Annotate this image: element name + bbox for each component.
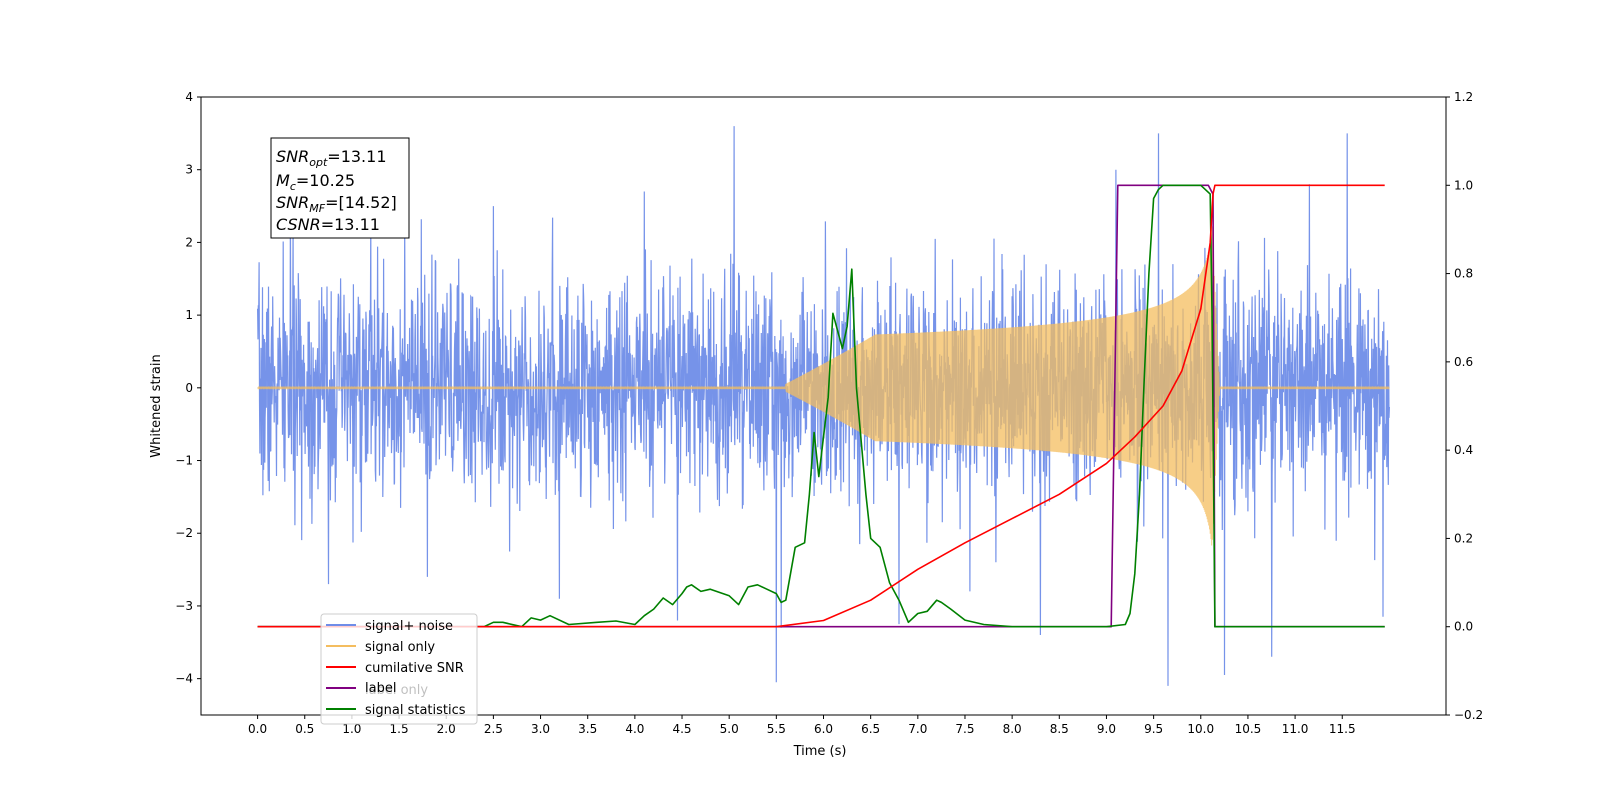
- y-tick-label: −3: [175, 599, 193, 613]
- x-tick-label: 0.0: [248, 722, 267, 736]
- y-tick-label: 3: [185, 163, 193, 177]
- legend: signal+ noise signal only cumilative SNR…: [320, 613, 478, 725]
- y2-tick-label: −0.2: [1454, 708, 1483, 722]
- y2-tick-label: 0.6: [1454, 355, 1473, 369]
- x-tick-label: 10.5: [1235, 722, 1262, 736]
- plot-series-layer: [257, 126, 1390, 686]
- annotation-box-frame: [270, 137, 410, 239]
- x-axis: 0.0 0.5 1.0 1.5 2.0 2.5 3.0 3.5 4.0 4.5 5.0 5.5 6.0 6…: [248, 715, 1356, 736]
- y-axis-label: Whitened strain: [149, 354, 164, 457]
- y2-tick-label: 0.2: [1454, 531, 1473, 545]
- y-tick-label: 2: [185, 235, 193, 249]
- legend-label-label: label: [365, 681, 396, 696]
- x-tick-label: 1.0: [342, 722, 361, 736]
- x-tick-label: 4.0: [625, 722, 644, 736]
- x-tick-label: 5.0: [720, 722, 739, 736]
- y-tick-label: −1: [175, 454, 193, 468]
- y2-tick-label: 1.2: [1454, 90, 1473, 104]
- annotation-snr-mf: SNRMF=[14.52]: [276, 193, 397, 215]
- y2-tick-label: 1.0: [1454, 178, 1473, 192]
- legend-label-signal-statistics: signal statistics: [365, 703, 466, 718]
- x-tick-label: 8.0: [1003, 722, 1022, 736]
- y-tick-label: 0: [185, 381, 193, 395]
- series-cumulative-snr: [257, 184, 1385, 628]
- annotation-snr-opt: SNRopt=13.11: [276, 147, 387, 169]
- legend-label-cumulative-snr: cumilative SNR: [365, 661, 464, 676]
- y-axis-right: 1.2 1.0 0.8 0.6 0.4 0.2 0.0 −0.2: [1446, 90, 1483, 722]
- x-tick-label: 8.5: [1050, 722, 1069, 736]
- y-tick-label: 4: [185, 90, 193, 104]
- x-tick-label: 0.5: [295, 722, 314, 736]
- legend-label-signal-only: signal only: [365, 640, 435, 655]
- legend-label-label-only: label only: [365, 683, 428, 698]
- x-tick-label: 4.5: [672, 722, 691, 736]
- x-tick-label: 6.5: [861, 722, 880, 736]
- y2-tick-label: 0.0: [1454, 620, 1473, 634]
- x-tick-label: 2.5: [484, 722, 503, 736]
- legend-frame: [320, 613, 478, 725]
- series-signal-statistics: [257, 184, 1385, 628]
- x-tick-label: 10.0: [1187, 722, 1214, 736]
- x-tick-label: 1.5: [390, 722, 409, 736]
- annotation-box: SNRopt=13.11 Mc=10.25 SNRMF=[14.52] CSNR…: [270, 137, 410, 239]
- y-tick-label: 1: [185, 308, 193, 322]
- y2-tick-label: 0.4: [1454, 443, 1473, 457]
- series-signal-only: [257, 226, 1390, 546]
- x-tick-label: 2.0: [437, 722, 456, 736]
- x-tick-label: 7.0: [908, 722, 927, 736]
- x-tick-label: 3.0: [531, 722, 550, 736]
- x-tick-label: 11.0: [1282, 722, 1309, 736]
- y-tick-label: −2: [175, 526, 193, 540]
- x-tick-label: 9.0: [1097, 722, 1116, 736]
- x-tick-label: 6.0: [814, 722, 833, 736]
- annotation-csnr: CSNR=13.11: [276, 215, 380, 234]
- y2-tick-label: 0.8: [1454, 267, 1473, 281]
- x-tick-label: 11.5: [1329, 722, 1356, 736]
- x-tick-label: 7.5: [955, 722, 974, 736]
- y-axis-left: 4 3 2 1 0 −1 −2 −3 −4: [175, 90, 201, 686]
- x-axis-label: Time (s): [793, 744, 847, 759]
- x-tick-label: 3.5: [578, 722, 597, 736]
- x-tick-label: 9.5: [1144, 722, 1163, 736]
- x-tick-label: 5.5: [767, 722, 786, 736]
- legend-label-signal-noise: signal+ noise: [365, 619, 453, 634]
- annotation-chirp-mass: Mc=10.25: [276, 171, 355, 193]
- y-tick-label: −4: [175, 672, 193, 686]
